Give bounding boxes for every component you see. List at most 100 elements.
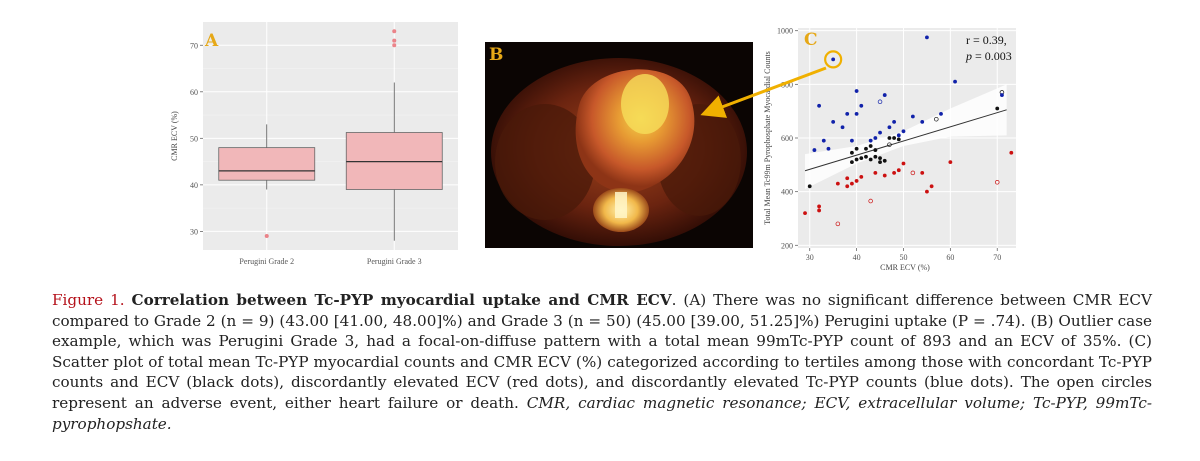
panel-c-point-elevated-tc-pyp bbox=[925, 35, 929, 40]
panel-c-x-tick-label: 70 bbox=[993, 253, 1001, 262]
panel-c-point-concordant bbox=[878, 160, 882, 165]
panel-c-point-elevated-ecv bbox=[854, 179, 859, 183]
panel-a-y-axis-title: CMR ECV (%) bbox=[170, 111, 179, 161]
panel-a-y-tick-label: 40 bbox=[190, 181, 198, 190]
panel-c-x-tick-label: 30 bbox=[806, 253, 814, 262]
panel-c-x-axis-title: CMR ECV (%) bbox=[880, 263, 930, 272]
panel-c-point-concordant bbox=[864, 154, 868, 159]
panel-c-point-elevated-ecv bbox=[803, 211, 807, 216]
panel-c-open-point-elevated-ecv bbox=[994, 180, 1000, 185]
panel-a-outlier-point bbox=[392, 38, 397, 43]
panel-c-point-concordant bbox=[896, 137, 901, 142]
panel-c-point-elevated-tc-pyp bbox=[882, 93, 887, 97]
panel-c-point-elevated-tc-pyp bbox=[850, 138, 854, 143]
panel-b-letter: B bbox=[489, 45, 503, 65]
panel-c-point-elevated-ecv bbox=[845, 184, 850, 189]
panel-a-outlier-point bbox=[264, 234, 269, 239]
panel-c-confidence-band bbox=[805, 84, 1007, 189]
panel-a-y-tick-label: 30 bbox=[190, 227, 198, 236]
panel-c-point-elevated-tc-pyp bbox=[845, 111, 850, 116]
panel-c-open-point-elevated-ecv bbox=[910, 170, 916, 176]
panel-c-p-value: p = 0.003 bbox=[965, 49, 1012, 63]
panel-c-open-point-concordant bbox=[934, 116, 939, 122]
panel-b-right-lung bbox=[495, 104, 595, 220]
panel-c-x-tick-label: 60 bbox=[946, 253, 954, 262]
panel-c-point-elevated-ecv bbox=[845, 176, 850, 181]
caption-body: . (A) There was no significant differenc… bbox=[52, 291, 1153, 412]
panel-c-point-elevated-tc-pyp bbox=[868, 138, 873, 143]
caption-figure-label: Figure 1. bbox=[52, 291, 125, 309]
panel-c-point-elevated-ecv bbox=[850, 181, 854, 186]
panel-c-point-elevated-ecv bbox=[859, 175, 864, 179]
panel-a-x-tick-label: Perugini Grade 2 bbox=[239, 257, 294, 266]
panel-b-focal-uptake bbox=[621, 74, 669, 134]
panel-c-x-tick-label: 40 bbox=[853, 253, 861, 262]
panel-c-point-elevated-tc-pyp bbox=[1000, 93, 1004, 97]
panel-c-point-elevated-tc-pyp bbox=[859, 103, 864, 108]
panel-c-p-number: = 0.003 bbox=[972, 49, 1012, 63]
panel-c-y-tick-label: 800 bbox=[781, 80, 793, 89]
panel-c-point-elevated-ecv bbox=[901, 161, 906, 166]
panel-c-point-elevated-ecv bbox=[925, 189, 929, 194]
panel-c-point-concordant bbox=[873, 154, 878, 159]
panel-c-point-elevated-ecv bbox=[896, 168, 901, 173]
panel-a-y-tick-label: 60 bbox=[190, 88, 198, 97]
panel-c-y-tick-label: 400 bbox=[781, 188, 793, 197]
panel-c-point-concordant bbox=[859, 156, 864, 161]
panel-a-y-tick-label: 70 bbox=[190, 41, 198, 50]
panel-a-outlier-point bbox=[392, 29, 397, 34]
panel-c-point-elevated-tc-pyp bbox=[939, 111, 943, 116]
caption-title: Correlation between Tc-PYP myocardial up… bbox=[131, 291, 672, 309]
panel-c-point-concordant bbox=[854, 157, 859, 162]
panel-c-point-elevated-tc-pyp bbox=[901, 129, 906, 134]
panel-c-point-elevated-tc-pyp bbox=[887, 125, 892, 130]
panel-c-point-elevated-tc-pyp bbox=[920, 120, 925, 124]
panel-c-point-elevated-tc-pyp bbox=[840, 125, 845, 130]
panel-c-point-concordant bbox=[854, 146, 859, 151]
panel-b-cardiac-image: B bbox=[485, 42, 753, 248]
panel-a-letter: A bbox=[204, 31, 219, 51]
panel-c-point-elevated-tc-pyp bbox=[910, 114, 915, 119]
panel-c-point-elevated-tc-pyp bbox=[873, 136, 878, 140]
panel-c-point-elevated-ecv bbox=[835, 181, 840, 186]
panel-c-point-elevated-tc-pyp bbox=[854, 111, 859, 116]
panel-c-open-point-elevated-ecv bbox=[835, 221, 841, 227]
panel-c-point-concordant bbox=[995, 106, 1000, 111]
callout-arrow bbox=[700, 66, 827, 118]
panel-c-point-elevated-tc-pyp bbox=[892, 120, 897, 124]
panel-c-p-symbol: p bbox=[965, 49, 972, 63]
panel-c-point-elevated-ecv bbox=[817, 204, 821, 209]
panel-c-y-axis-title: Total Mean Tc99m Pyrophosphate Myocardia… bbox=[763, 51, 772, 225]
panel-c-point-concordant bbox=[882, 158, 887, 163]
panel-c-y-tick-label: 600 bbox=[781, 134, 793, 143]
panel-c-point-elevated-tc-pyp bbox=[896, 133, 901, 138]
panel-c-point-elevated-tc-pyp bbox=[821, 138, 826, 143]
panel-c-point-elevated-tc-pyp bbox=[831, 120, 836, 124]
panel-c-point-concordant bbox=[850, 160, 854, 165]
panel-a-outlier-point bbox=[392, 43, 397, 48]
callout-arrow-layer bbox=[700, 66, 827, 118]
panel-c-point-elevated-tc-pyp bbox=[826, 146, 831, 151]
panel-a-x-tick-label: Perugini Grade 3 bbox=[367, 257, 422, 266]
panel-c-regression-line bbox=[804, 109, 1007, 172]
panel-c-point-elevated-tc-pyp bbox=[878, 130, 882, 135]
panel-c-point-elevated-ecv bbox=[1009, 150, 1014, 155]
panel-c-point-elevated-ecv bbox=[948, 160, 953, 165]
panel-a-boxplot: 30 40 50 60 70 Perugini Grade 2 Perugini Grad… bbox=[170, 22, 458, 266]
panel-c-point-elevated-ecv bbox=[892, 170, 897, 175]
panel-c-open-point-concordant bbox=[887, 142, 892, 147]
panel-c-r-value: r = 0.39, bbox=[966, 33, 1007, 47]
panel-c-point-elevated-tc-pyp bbox=[817, 103, 821, 108]
panel-c-point-concordant bbox=[868, 157, 873, 162]
panel-c-open-point-elevated-ecv bbox=[868, 198, 873, 204]
panel-c-point-elevated-ecv bbox=[920, 170, 925, 175]
panel-c-x-tick-label: 50 bbox=[899, 253, 907, 262]
figure-caption: Figure 1. Correlation between Tc-PYP myo… bbox=[52, 290, 1152, 434]
panel-c-point-concordant bbox=[878, 156, 882, 161]
panel-c-point-concordant bbox=[807, 184, 812, 189]
panel-c-y-tick-label: 200 bbox=[781, 241, 793, 250]
caption-abbreviations: CMR, cardiac magnetic resonance; ECV, ex… bbox=[52, 393, 1152, 433]
panel-c-point-elevated-ecv bbox=[817, 208, 821, 213]
